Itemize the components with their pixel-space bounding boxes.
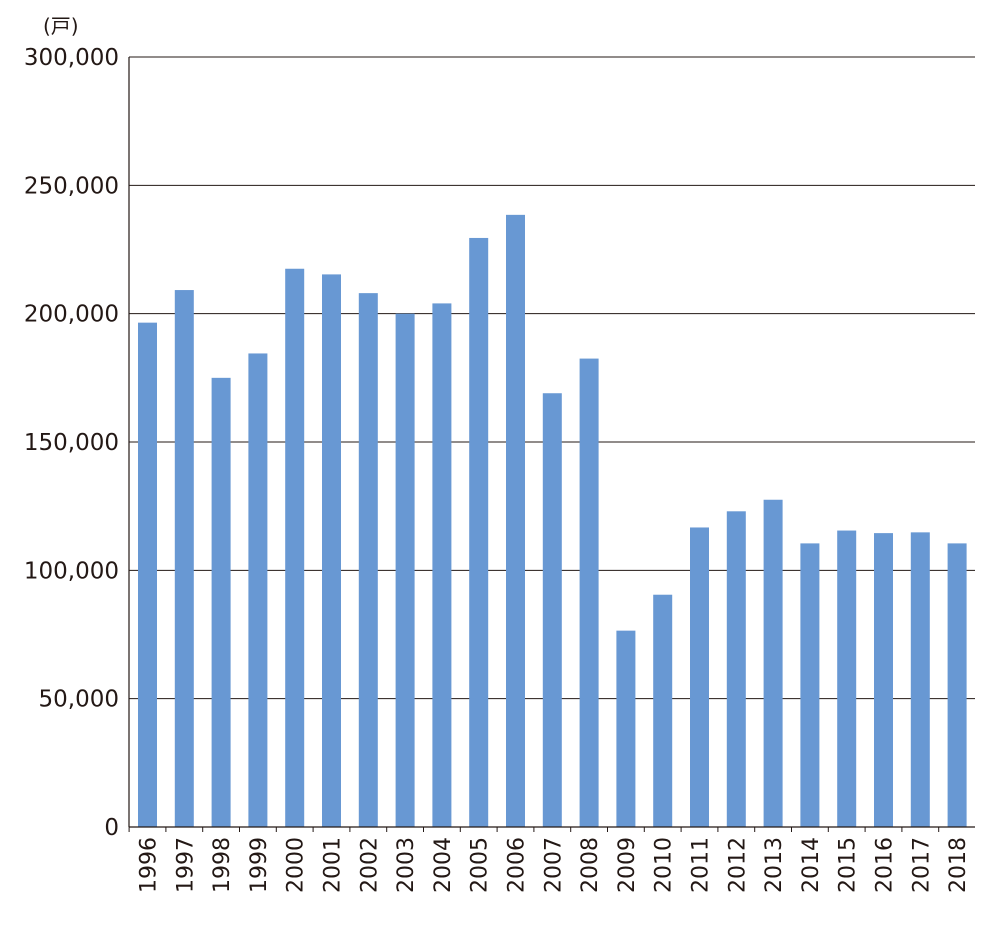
x-tick-label: 2010 bbox=[652, 837, 677, 893]
bar-2013 bbox=[763, 499, 783, 827]
x-tick-label: 2007 bbox=[541, 837, 566, 893]
bar-2003 bbox=[395, 313, 415, 828]
x-tick-label: 2004 bbox=[431, 837, 456, 893]
bar-1998 bbox=[211, 377, 231, 827]
x-tick-label: 2014 bbox=[799, 837, 824, 893]
bar-2009 bbox=[616, 630, 636, 827]
x-tick-label: 2018 bbox=[946, 837, 971, 893]
bar-1997 bbox=[174, 290, 194, 827]
bar-1996 bbox=[138, 322, 157, 827]
y-tick-label: 0 bbox=[104, 815, 119, 841]
y-tick-label: 100,000 bbox=[24, 558, 119, 584]
x-tick-label: 1997 bbox=[173, 837, 198, 893]
y-tick-label: 250,000 bbox=[24, 173, 119, 199]
bar-2008 bbox=[579, 358, 599, 827]
bar-2016 bbox=[874, 533, 893, 827]
bar-2000 bbox=[285, 268, 305, 827]
bar-2005 bbox=[469, 237, 489, 827]
x-tick-label: 1999 bbox=[247, 837, 272, 893]
axes bbox=[128, 57, 975, 832]
y-tick-label: 200,000 bbox=[24, 302, 119, 328]
x-tick-label: 2005 bbox=[468, 837, 493, 893]
x-tick-label: 2006 bbox=[505, 837, 530, 893]
bar-2007 bbox=[542, 393, 562, 827]
x-tick-label: 2003 bbox=[394, 837, 419, 893]
bar-2015 bbox=[837, 530, 857, 827]
x-tick-label: 2011 bbox=[689, 837, 714, 893]
x-tick-label: 1996 bbox=[137, 837, 162, 893]
bar-1999 bbox=[248, 353, 268, 827]
x-tick-label: 2008 bbox=[578, 837, 603, 893]
x-tick-label: 2017 bbox=[909, 837, 934, 893]
y-axis-tick-labels: 0 50,000 100,000 150,000 200,000 250,000 300,0… bbox=[24, 45, 119, 841]
y-tick-label: 150,000 bbox=[24, 430, 119, 456]
bar-2012 bbox=[726, 511, 746, 827]
x-tick-label: 2009 bbox=[615, 837, 640, 893]
bar-2011 bbox=[690, 527, 709, 827]
x-tick-label: 2000 bbox=[284, 837, 309, 893]
x-tick-label: 2002 bbox=[357, 837, 382, 893]
x-tick-label: 2015 bbox=[836, 837, 861, 893]
bar-2018 bbox=[947, 543, 967, 827]
bar-2001 bbox=[322, 274, 341, 827]
x-tick-label: 2016 bbox=[873, 837, 898, 893]
bar-2002 bbox=[358, 293, 378, 828]
x-tick-label: 2013 bbox=[762, 837, 787, 893]
y-tick-label: 50,000 bbox=[39, 687, 119, 713]
y-tick-label: 300,000 bbox=[24, 45, 119, 71]
bars bbox=[138, 214, 967, 828]
bar-2017 bbox=[910, 532, 930, 827]
bar-2014 bbox=[800, 543, 820, 827]
bar-2006 bbox=[506, 214, 525, 828]
x-tick-label: 2001 bbox=[321, 837, 346, 893]
x-tick-label: 2012 bbox=[725, 837, 750, 893]
y-axis-unit-label: (戸) bbox=[43, 14, 79, 38]
x-axis-tick-labels: 1996 1997 1998 1999 2000 2001 2002 2003 2004 2005… bbox=[137, 837, 972, 893]
bar-2004 bbox=[432, 303, 452, 827]
bar-2010 bbox=[653, 594, 673, 827]
x-tick-label: 1998 bbox=[210, 837, 235, 893]
